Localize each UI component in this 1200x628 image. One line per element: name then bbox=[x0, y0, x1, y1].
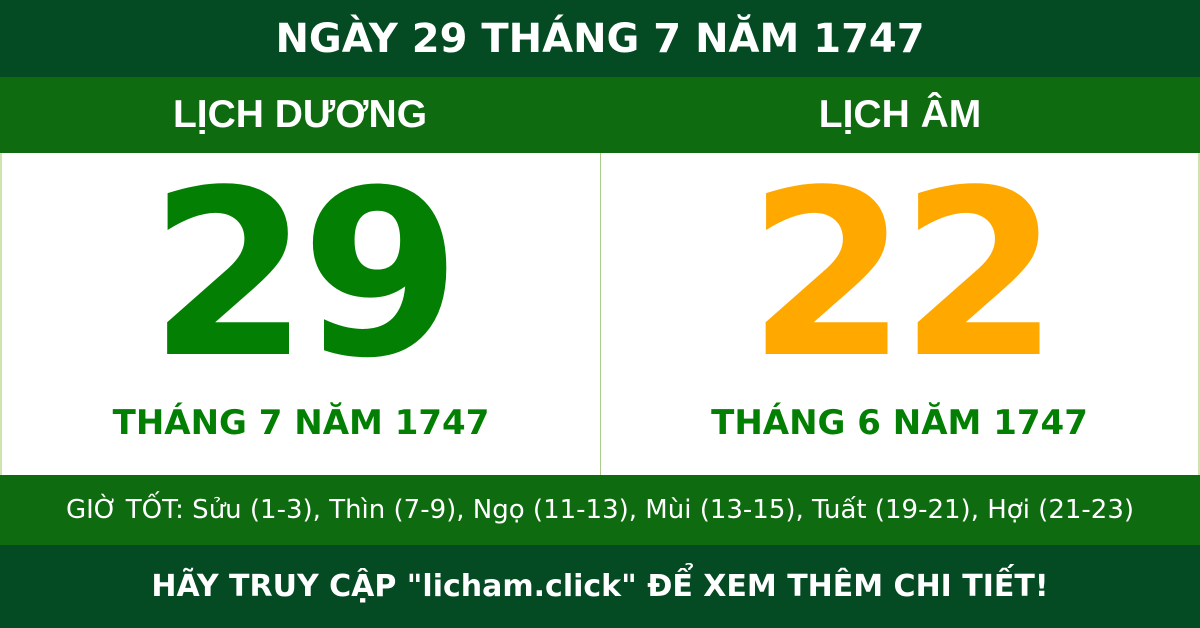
lunar-month-year: THÁNG 6 NĂM 1747 bbox=[711, 403, 1088, 443]
solar-month-year: THÁNG 7 NĂM 1747 bbox=[112, 403, 490, 443]
page-title: NGÀY 29 THÁNG 7 NĂM 1747 bbox=[0, 0, 1200, 77]
solar-calendar-label: LỊCH DƯƠNG bbox=[172, 93, 428, 136]
lunar-panel: 22 THÁNG 6 NĂM 1747 bbox=[600, 153, 1200, 475]
good-hours: GIỜ TỐT: Sửu (1-3), Thìn (7-9), Ngọ (11-… bbox=[0, 475, 1200, 545]
solar-panel: 29 THÁNG 7 NĂM 1747 bbox=[0, 153, 600, 475]
calendar-headers: LỊCH DƯƠNG LỊCH ÂM bbox=[0, 77, 1200, 153]
lunar-calendar-label: LỊCH ÂM bbox=[818, 93, 982, 136]
lunar-day: 22 bbox=[747, 142, 1059, 409]
footer-cta: HÃY TRUY CẬP "licham.click" ĐỂ XEM THÊM … bbox=[0, 545, 1200, 628]
solar-day: 29 bbox=[148, 142, 461, 409]
